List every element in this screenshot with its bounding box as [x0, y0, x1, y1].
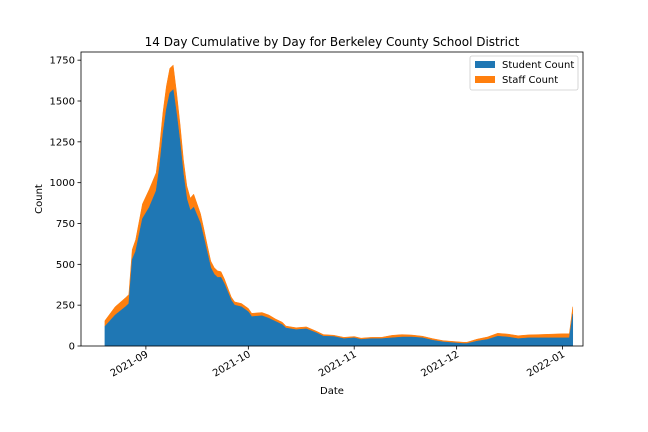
y-tick-label: 1750 — [50, 56, 75, 67]
y-tick-label: 1000 — [50, 178, 75, 189]
y-tick-label: 500 — [56, 260, 75, 271]
y-axis: 0 250 500 750 1000 1250 1500 1750 — [50, 56, 81, 353]
legend-label-staff: Staff Count — [502, 75, 558, 86]
legend-label-student: Student Count — [502, 60, 574, 71]
legend-box — [469, 55, 579, 91]
y-tick-label: 1250 — [50, 137, 75, 148]
legend: Student Count Staff Count — [469, 55, 579, 91]
plot-frame — [80, 51, 584, 347]
y-tick-label: 750 — [56, 219, 75, 230]
legend-swatch-staff — [475, 76, 495, 83]
x-axis-label: Date — [320, 386, 344, 397]
chart-title: 14 Day Cumulative by Day for Berkeley Co… — [145, 35, 520, 49]
y-tick-label: 0 — [69, 342, 75, 353]
legend-swatch-student — [475, 61, 495, 68]
y-tick-label: 1500 — [50, 97, 75, 108]
y-tick-label: 250 — [56, 301, 75, 312]
y-axis-label: Count — [34, 184, 45, 214]
